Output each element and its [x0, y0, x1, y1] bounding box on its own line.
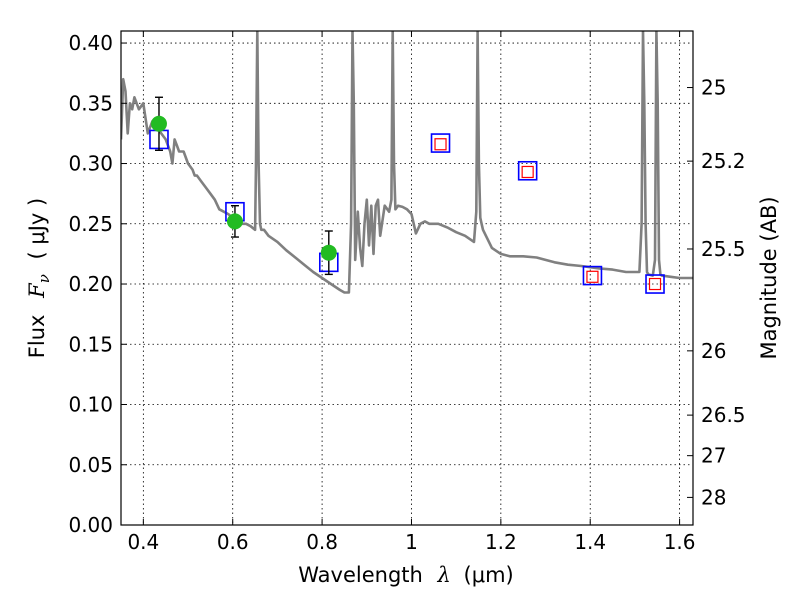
y-tick-label: 0.20 [68, 272, 113, 296]
model-square-marker [582, 265, 603, 286]
y2-tick-label: 26.5 [701, 403, 746, 427]
y-axis-label-symbol: F [25, 282, 49, 299]
y-tick-label: 0.05 [68, 453, 113, 477]
x-tick-label: 1.4 [574, 530, 606, 554]
y2-tick-label: 28 [701, 485, 726, 509]
spectrum-line [121, 31, 693, 294]
series-layer [121, 31, 693, 294]
y-tick-label: 0.30 [68, 152, 113, 176]
nir-square-marker [521, 165, 534, 179]
model-square-marker [430, 133, 451, 153]
y-axis-label: Flux Fν ( μJy ) [25, 198, 54, 358]
x-axis-label-text: Wavelength [298, 563, 423, 587]
nir-square-marker [586, 270, 599, 283]
ticks: 0.4 0.6 0.8 1 1.2 1.4 1.6 0.00 0.05 0.10 0.15 0.20 0… [68, 31, 746, 554]
y-tick-label: 0.40 [68, 31, 113, 55]
x-axis-label-unit: (μm) [464, 563, 514, 587]
x-tick-label: 1.6 [664, 530, 696, 554]
x-tick-label: 0.6 [217, 530, 249, 554]
y-tick-label: 0.35 [68, 91, 113, 115]
y2-tick-label: 25.2 [701, 149, 746, 173]
plot-background [121, 31, 693, 525]
model-square-marker [517, 160, 538, 181]
x-tick-label: 0.4 [127, 530, 159, 554]
y-axis-label-subscript: ν [35, 274, 53, 283]
y-tick-label: 0.15 [68, 332, 113, 356]
nir-square-marker [434, 138, 447, 151]
y2-tick-label: 26 [701, 339, 726, 363]
x-tick-label: 1.2 [485, 530, 517, 554]
y-tick-label: 0.25 [68, 212, 113, 236]
y2-axis-label: Magnitude (AB) [757, 196, 781, 359]
observed-point [150, 115, 167, 132]
x-axis-label: Wavelength λ (μm) [298, 563, 513, 587]
observed-point [320, 244, 337, 261]
plot-frame [120, 30, 694, 526]
y-tick-label: 0.00 [68, 513, 113, 537]
x-tick-label: 1 [405, 530, 418, 554]
y-axis-label-unit: ( μJy ) [25, 198, 49, 260]
y2-tick-label: 27 [701, 444, 726, 468]
y-axis-label-prefix: Flux [25, 315, 49, 359]
y-tick-label: 0.10 [68, 393, 113, 417]
y2-tick-label: 25 [701, 76, 726, 100]
x-tick-label: 0.8 [306, 530, 338, 554]
y-axis-label-group: Flux Fν ( μJy ) [25, 198, 54, 358]
y2-tick-label: 25.5 [701, 237, 746, 261]
observed-point [226, 213, 243, 230]
y2-axis-label-group: Magnitude (AB) [757, 196, 781, 359]
nir-square-marker [648, 277, 662, 291]
model-square-marker [645, 274, 665, 294]
x-axis-label-symbol: λ [437, 563, 451, 587]
